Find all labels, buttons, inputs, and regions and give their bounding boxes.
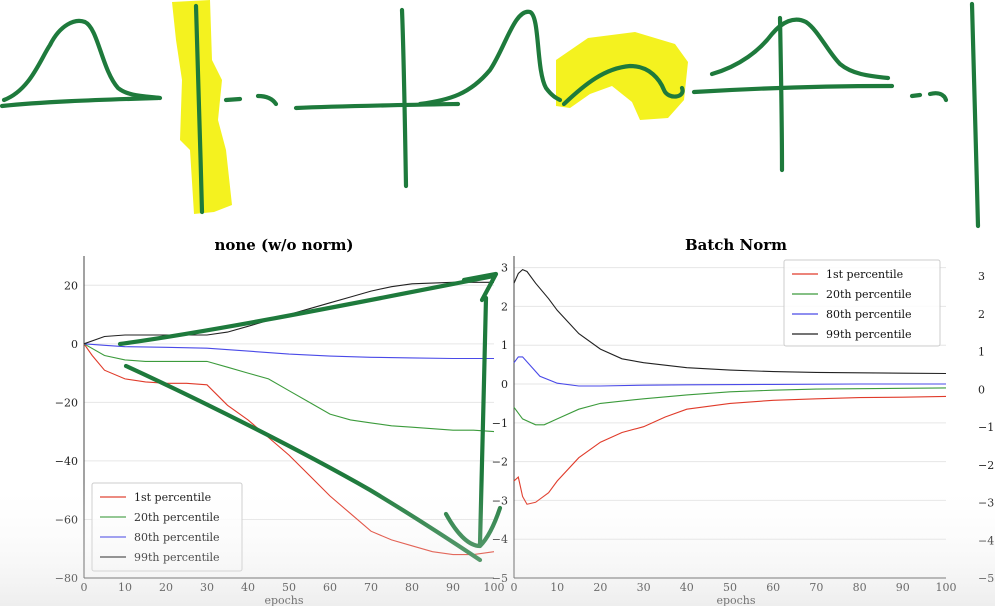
series-line-4 [83, 281, 494, 345]
clipped-y-tick-label: −1 [978, 421, 994, 434]
axis-sketch-4 [691, 83, 895, 95]
upper-arrowhead [461, 271, 499, 303]
legend-box [783, 259, 941, 347]
y-tick-label: −40 [55, 455, 78, 468]
series-line-3 [83, 343, 494, 360]
legend-entry: 1st percentile [826, 268, 903, 281]
chart-title: none (w/o norm) [214, 236, 353, 254]
y-tick-label: 3 [501, 262, 508, 275]
series-line-2 [83, 343, 495, 433]
handwritten-annotations [0, 0, 981, 229]
series-line-2 [513, 387, 947, 426]
vertical-line-sketch-4 [777, 15, 785, 173]
y-tick-label: 0 [501, 378, 508, 391]
clipped-y-tick-label: 2 [978, 308, 985, 321]
legend-entry: 20th percentile [826, 288, 912, 301]
y-tick-label: 20 [64, 279, 78, 292]
highlight-mark-middle [556, 32, 688, 120]
legend: 1st percentile 20th percentile 80th percen… [783, 259, 941, 347]
y-tick-label: 1 [501, 339, 508, 352]
vertical-line-sketch-5 [969, 1, 981, 229]
y-tick-label: −2 [492, 456, 508, 469]
y-tick-label: 2 [501, 300, 508, 313]
legend-entry: 99th percentile [826, 328, 912, 341]
highlight-mark-left [172, 0, 232, 214]
bell-curve-sketch-4 [709, 17, 891, 81]
series-line-3 [513, 356, 946, 387]
upper-trend-arrow [117, 273, 497, 347]
vertical-line-sketch-1 [193, 3, 205, 215]
clipped-y-tick-label: 3 [978, 270, 985, 283]
dash-sketch-4 [909, 92, 923, 99]
axis-sketch-2 [293, 101, 461, 111]
skewed-curve-sketch-2 [417, 9, 563, 107]
clipped-y-tick-label: 1 [978, 346, 985, 359]
arrow-sketch-1 [255, 93, 279, 107]
legend-entry: 80th percentile [826, 308, 912, 321]
vertical-line-sketch-2 [399, 7, 409, 189]
y-tick-label: −20 [55, 396, 78, 409]
baseline-sketch-1 [0, 95, 161, 109]
bell-curve-sketch-1 [1, 18, 163, 103]
shifted-curve-sketch-3 [561, 63, 685, 107]
y-tick-label: −1 [492, 417, 508, 430]
series-line-4 [513, 268, 947, 375]
y-tick-label: 0 [71, 338, 78, 351]
dash-sketch-1 [223, 96, 243, 103]
chart-title: Batch Norm [685, 236, 787, 254]
arrow-sketch-4 [927, 91, 949, 103]
clipped-y-tick-label: −2 [978, 459, 994, 472]
video-fade-overlay [0, 480, 995, 606]
clipped-y-tick-label: 0 [978, 383, 985, 396]
